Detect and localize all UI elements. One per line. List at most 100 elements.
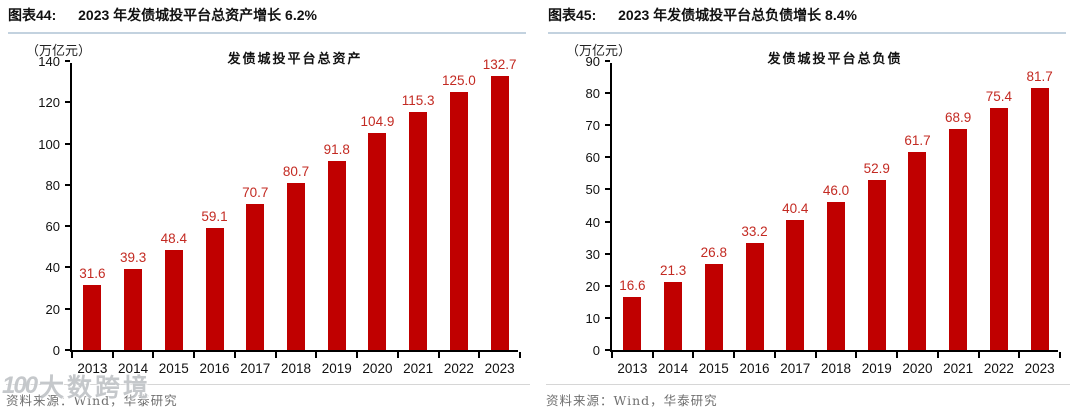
bar-value-label: 132.7 bbox=[482, 57, 517, 73]
y-axis-unit-label: （万亿元） bbox=[566, 44, 632, 59]
x-axis-tick bbox=[692, 352, 695, 358]
y-axis-tick-label: 30 bbox=[585, 246, 600, 262]
bar bbox=[124, 268, 143, 350]
x-axis-category-label: 2017 bbox=[240, 361, 271, 376]
y-axis-tick bbox=[605, 349, 610, 351]
bar bbox=[327, 160, 346, 350]
x-axis-category-label: 2017 bbox=[780, 361, 811, 376]
bar-value-label: 21.3 bbox=[659, 262, 687, 278]
y-axis-tick bbox=[605, 156, 610, 159]
bar bbox=[745, 243, 764, 350]
figure-number-label: 图表45: bbox=[548, 7, 597, 23]
bar bbox=[287, 183, 305, 350]
bar bbox=[449, 91, 468, 350]
x-axis-tick bbox=[396, 352, 399, 358]
y-axis-tick-label: 60 bbox=[45, 219, 60, 235]
x-axis-tick bbox=[274, 352, 277, 358]
x-axis-tick bbox=[111, 352, 114, 358]
y-axis-tick-label: 90 bbox=[585, 54, 600, 69]
x-axis-tick bbox=[71, 352, 73, 358]
x-axis-category-label: 2015 bbox=[158, 361, 189, 376]
x-axis-tick bbox=[437, 352, 440, 358]
x-axis-tick bbox=[152, 352, 155, 358]
x-axis-category-label: 2019 bbox=[861, 361, 892, 376]
bar bbox=[867, 180, 886, 350]
bar-chart-total-assets: 发债城投平台总资产 0 20 40 60 80 100 120 140 31.6 2013 39.3… bbox=[38, 52, 521, 376]
bar bbox=[490, 76, 509, 350]
x-axis-category-label: 2016 bbox=[199, 361, 230, 376]
y-axis-tick bbox=[605, 316, 610, 319]
y-axis-tick bbox=[605, 252, 610, 255]
y-axis-tick bbox=[65, 349, 70, 351]
x-axis-tick bbox=[519, 352, 521, 358]
x-axis-tick bbox=[356, 352, 359, 358]
bar bbox=[623, 296, 642, 350]
bar bbox=[704, 263, 723, 350]
y-axis-tick bbox=[605, 92, 610, 95]
source-text: 资料来源：Wind，华泰研究 bbox=[6, 393, 178, 408]
x-axis-tick bbox=[1059, 352, 1061, 358]
y-axis-tick-label: 140 bbox=[38, 54, 60, 69]
y-axis-tick-label: 70 bbox=[585, 118, 600, 134]
x-axis-category-label: 2022 bbox=[983, 361, 1014, 376]
bar bbox=[949, 128, 968, 350]
x-axis-category-label: 2021 bbox=[403, 361, 434, 376]
x-axis-tick bbox=[1018, 352, 1021, 358]
x-axis-tick bbox=[315, 352, 318, 358]
y-axis-unit-label: （万亿元） bbox=[26, 44, 92, 59]
y-axis-tick-label: 0 bbox=[592, 343, 600, 358]
x-axis-category-label: 2019 bbox=[321, 361, 352, 376]
bar-chart-total-liabilities: 发债城投平台总负债 0 10 20 30 40 50 60 70 80 90 16.6 2013 21.… bbox=[586, 52, 1061, 376]
x-axis-tick bbox=[936, 352, 939, 358]
bar bbox=[246, 204, 265, 350]
x-axis-category-label: 2023 bbox=[484, 361, 515, 376]
y-axis-tick bbox=[65, 307, 70, 310]
figure-number-label: 图表44: bbox=[8, 7, 57, 23]
bar bbox=[205, 228, 224, 350]
y-axis-tick bbox=[65, 101, 70, 104]
y-axis-tick bbox=[65, 266, 70, 269]
y-axis-tick-label: 20 bbox=[45, 301, 60, 317]
bar-value-label: 46.0 bbox=[822, 183, 850, 199]
x-axis-category-label: 2014 bbox=[118, 361, 149, 376]
x-axis-category-label: 2020 bbox=[362, 361, 393, 376]
bar-value-label: 48.4 bbox=[160, 231, 187, 247]
y-axis-tick-label: 60 bbox=[585, 150, 600, 166]
bar bbox=[786, 220, 805, 350]
chart-title: 发债城投平台总资产 bbox=[227, 52, 363, 67]
x-axis-category-label: 2021 bbox=[943, 361, 974, 376]
x-axis-category-label: 2020 bbox=[902, 361, 933, 376]
bar-value-label: 75.4 bbox=[985, 88, 1013, 104]
bar-value-label: 16.6 bbox=[619, 277, 646, 293]
x-axis-category-label: 2015 bbox=[698, 361, 729, 376]
x-axis-tick bbox=[896, 352, 899, 358]
bar-value-label: 61.7 bbox=[904, 132, 931, 148]
y-axis-tick-label: 20 bbox=[585, 278, 600, 294]
figure-panel-44: 图表44: 2023 年发债城投平台总资产增长 6.2% （万亿元） 发债城投平… bbox=[6, 7, 530, 408]
bar-value-label: 125.0 bbox=[442, 72, 476, 88]
x-axis-tick bbox=[478, 352, 481, 358]
bar bbox=[908, 151, 927, 350]
figure-title: 2023 年发债城投平台总资产增长 6.2% bbox=[78, 7, 317, 23]
x-axis-tick bbox=[651, 352, 654, 358]
x-axis-category-label: 2023 bbox=[1024, 361, 1055, 376]
x-axis-tick bbox=[611, 352, 613, 358]
bar-value-label: 40.4 bbox=[782, 201, 809, 217]
bar bbox=[409, 112, 428, 350]
y-axis-tick-label: 100 bbox=[38, 136, 60, 152]
x-axis-tick bbox=[193, 352, 196, 358]
bar bbox=[1030, 87, 1049, 350]
x-axis-tick bbox=[814, 352, 817, 358]
bar-value-label: 70.7 bbox=[242, 185, 269, 201]
figure-header: 图表45: 2023 年发债城投平台总负债增长 8.4% bbox=[548, 5, 1066, 34]
source-note: 资料来源：Wind，华泰研究 bbox=[546, 384, 1070, 409]
y-axis-tick bbox=[605, 188, 610, 191]
y-axis-tick-label: 50 bbox=[585, 182, 600, 198]
y-axis-tick-label: 120 bbox=[38, 95, 60, 111]
x-axis-category-label: 2014 bbox=[658, 361, 689, 376]
y-axis-tick bbox=[605, 220, 610, 223]
bar-value-label: 52.9 bbox=[863, 161, 890, 177]
bar-value-label: 104.9 bbox=[360, 114, 395, 130]
bar bbox=[164, 250, 183, 350]
x-axis-tick bbox=[773, 352, 776, 358]
